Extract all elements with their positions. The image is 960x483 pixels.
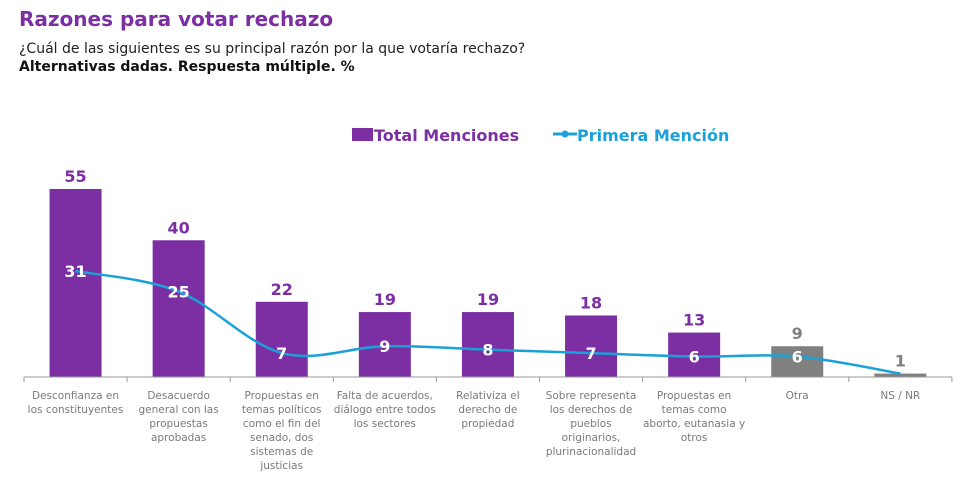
line-data-label: 31	[64, 262, 86, 281]
x-tick-label: Propuestas en temas como aborto, eutanas…	[643, 390, 746, 444]
series-line-primera-mencion	[75, 269, 901, 375]
bar-data-label: 1	[895, 352, 906, 371]
bar-total-menciones	[874, 373, 927, 377]
bar-data-label: 13	[683, 311, 705, 330]
bar-data-label: 22	[271, 280, 293, 299]
line-data-label: 7	[585, 344, 596, 363]
bar-total-menciones	[358, 312, 411, 377]
line-data-label: 6	[792, 347, 803, 366]
bar-total-menciones	[255, 301, 308, 377]
line-data-label: 8	[482, 341, 493, 360]
x-tick-label: Sobre representa los derechos de pueblos…	[545, 390, 637, 458]
question-text: ¿Cuál de las siguientes es su principal …	[19, 41, 526, 57]
x-tick-label: Relativiza el derecho de propiedad	[456, 390, 520, 430]
legend-swatch-total	[352, 128, 373, 141]
legend: Total Menciones Primera Mención	[352, 126, 729, 145]
bar-total-menciones	[565, 315, 618, 377]
note-text: Alternativas dadas. Respuesta múltiple. …	[19, 59, 355, 75]
bar-total-menciones	[771, 346, 824, 377]
x-tick-label: NS / NR	[880, 390, 921, 402]
line-data-label: 9	[379, 337, 390, 356]
bar-data-label: 19	[374, 290, 396, 309]
bar-total-menciones	[461, 312, 514, 377]
bar-data-label: 18	[580, 293, 602, 312]
bar-total-menciones	[152, 240, 205, 377]
line-data-label: 25	[168, 283, 190, 302]
bar-data-label: 40	[168, 218, 190, 237]
line-data-label: 6	[689, 347, 700, 366]
x-tick-label: Desacuerdo general con las propuestas ap…	[138, 390, 219, 444]
page-title: Razones para votar rechazo	[19, 7, 334, 31]
bar-total-menciones	[49, 189, 102, 377]
bar-total-menciones	[668, 332, 721, 377]
line-data-label: 7	[276, 344, 287, 363]
x-tick-label: Otra	[785, 390, 809, 402]
legend-label-line: Primera Mención	[577, 126, 729, 145]
bar-data-label: 55	[64, 167, 86, 186]
legend-label-total: Total Menciones	[374, 126, 519, 145]
bar-data-label: 19	[477, 290, 499, 309]
x-tick-label: Falta de acuerdos, diálogo entre todos l…	[333, 390, 436, 430]
legend-marker	[561, 130, 569, 138]
x-tick-label: Desconfianza en los constituyentes	[27, 390, 124, 416]
x-tick-label: Propuestas en temas políticos como el fi…	[241, 390, 322, 472]
bar-data-label: 9	[792, 324, 803, 343]
